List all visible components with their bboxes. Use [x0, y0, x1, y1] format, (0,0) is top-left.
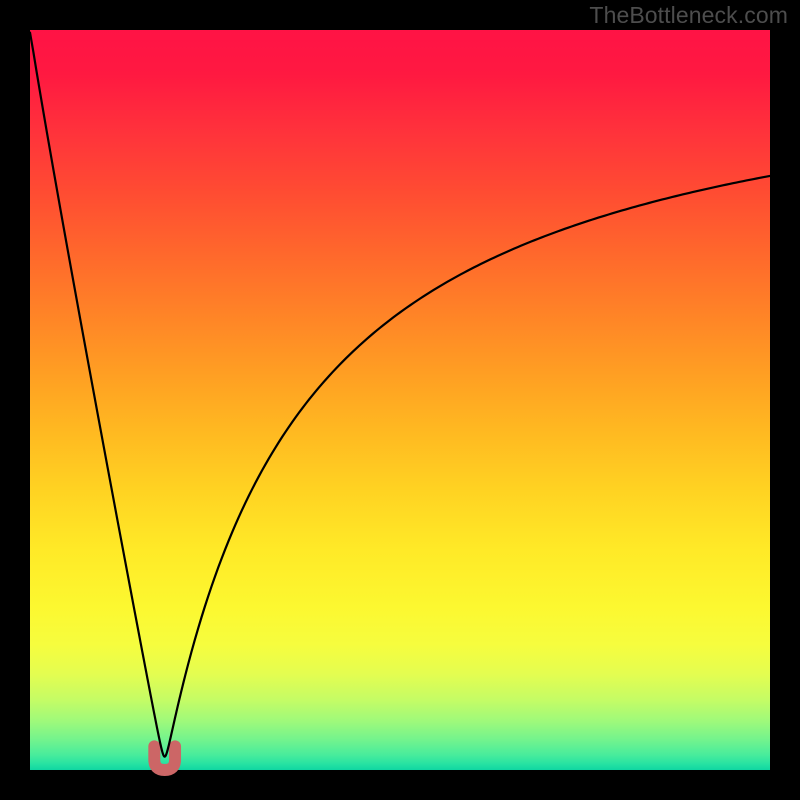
bottleneck-curve-chart	[0, 0, 800, 800]
plot-background	[30, 30, 770, 770]
chart-container: TheBottleneck.com	[0, 0, 800, 800]
watermark-text: TheBottleneck.com	[589, 2, 788, 29]
